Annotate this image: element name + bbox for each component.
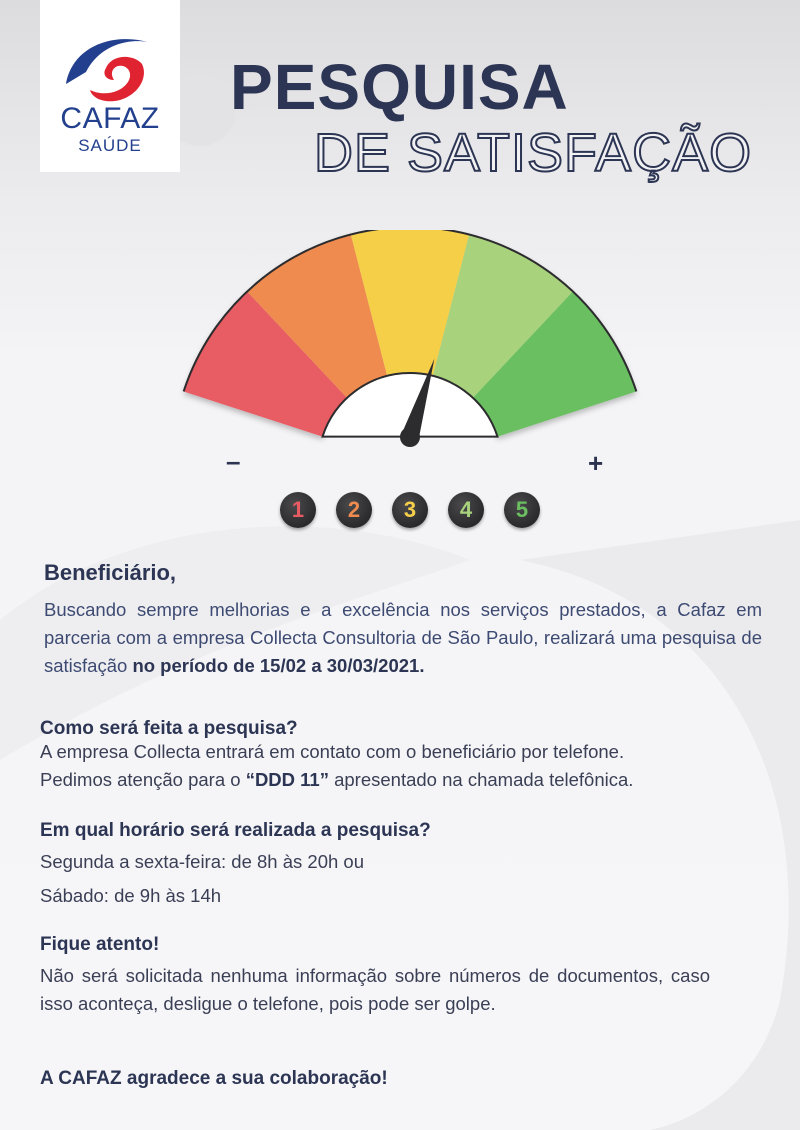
rating-circle-4: 4 (448, 492, 484, 528)
gauge-min-label: – (226, 446, 241, 476)
intro-period: no período de 15/02 a 30/03/2021. (132, 655, 425, 676)
background-smiley-shape (164, 74, 236, 146)
rating-circle-1: 1 (280, 492, 316, 528)
gauge-needle-pivot (400, 427, 420, 447)
gauge-hub (321, 372, 499, 438)
section-when-saturday: Sábado: de 9h às 14h (40, 885, 222, 906)
gauge-segment-5 (472, 291, 637, 437)
section-how-line2: Pedimos atenção para o “DDD 11” apresent… (40, 766, 762, 794)
page-subtitle: DE SATISFAÇÃO (313, 122, 753, 184)
gauge-segment-1 (183, 291, 348, 437)
gauge-outline (182, 230, 638, 392)
gauge-segment-3 (350, 230, 470, 376)
section-how-heading: Como será feita a pesquisa? (40, 718, 298, 739)
gauge-needle (401, 358, 435, 440)
section-how-line2-pre: Pedimos atenção para o (40, 769, 246, 790)
intro-paragraph: Buscando sempre melhorias e a excelência… (44, 596, 762, 680)
rating-circle-2: 2 (336, 492, 372, 528)
greeting-heading: Beneficiário, (44, 560, 177, 585)
satisfaction-gauge (182, 230, 638, 447)
section-warning-heading: Fique atento! (40, 934, 160, 955)
section-when-heading: Em qual horário será realizada a pesquis… (40, 820, 431, 841)
rating-circle-5: 5 (504, 492, 540, 528)
thanks-message: A CAFAZ agradece a sua colaboração! (40, 1068, 388, 1089)
section-when-weekdays: Segunda a sexta-feira: de 8h às 20h ou (40, 851, 364, 872)
gauge-segment-2 (247, 234, 388, 398)
gauge-max-label: + (588, 448, 604, 478)
section-how-line2-post: apresentado na chamada telefônica. (328, 769, 634, 790)
cafaz-logo: CAFAZ SAÚDE (40, 0, 180, 172)
section-warning-text: Não será solicitada nenhuma informação s… (40, 965, 710, 1014)
rating-circle-3: 3 (392, 492, 428, 528)
section-how-ddd: “DDD 11” (245, 769, 329, 790)
gauge-segment-4 (432, 234, 573, 398)
logo-subtitle: SAÚDE (78, 136, 142, 155)
section-how-line1: A empresa Collecta entrará em contato co… (40, 741, 625, 762)
cafaz-logo-mark (66, 39, 148, 102)
intro-text: Buscando sempre melhorias e a excelência… (44, 599, 762, 676)
page-title: PESQUISA (230, 51, 569, 123)
logo-name: CAFAZ (60, 102, 160, 135)
